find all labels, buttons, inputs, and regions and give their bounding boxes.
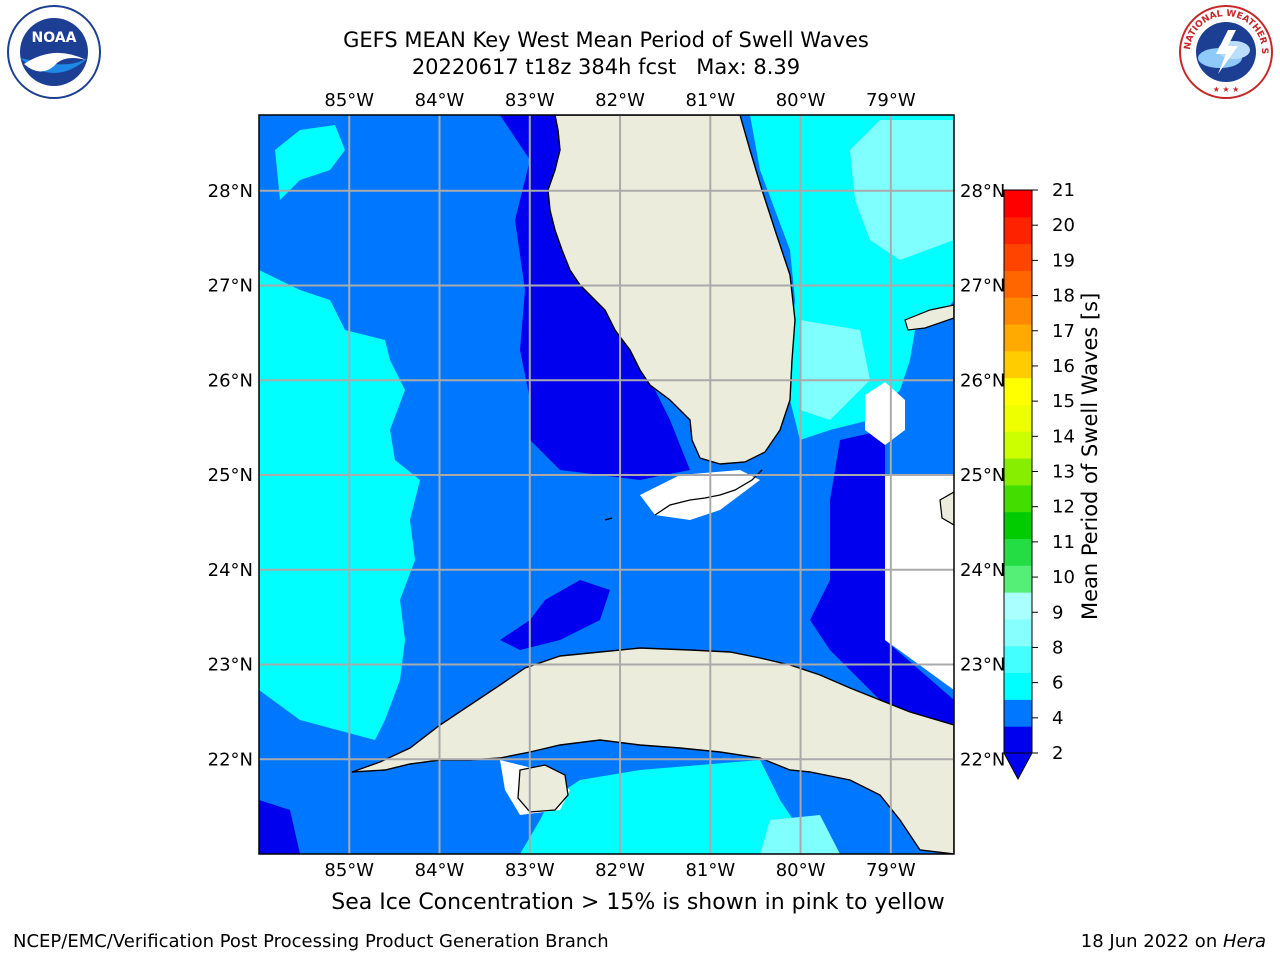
colorbar-segment	[1004, 431, 1032, 459]
lat-tick-label-right: 27°N	[960, 276, 1005, 297]
colorbar-tick-label: 16	[1052, 356, 1075, 377]
colorbar-tick-label: 14	[1052, 426, 1075, 447]
noaa-logo-text: NOAA	[32, 30, 77, 46]
lat-tick-label-right: 28°N	[960, 181, 1005, 202]
swell-deep-nw-cuba	[500, 580, 610, 650]
lat-tick-label-left: 24°N	[208, 560, 253, 581]
svg-text:★ ★ ★: ★ ★ ★	[1213, 85, 1240, 94]
colorbar-tick-label: 19	[1052, 250, 1075, 271]
nws-logo: NATIONAL WEATHER SERVICE ★ ★ ★	[1176, 4, 1273, 99]
colorbar-segment	[1004, 699, 1032, 727]
noaa-logo: NOAA	[7, 5, 101, 99]
swell-light-south	[520, 760, 840, 854]
sea-ice-note: Sea Ice Concentration > 15% is shown in …	[331, 890, 945, 915]
lon-tick-label-bottom: 83°W	[505, 860, 555, 881]
lon-tick-label-top: 85°W	[324, 90, 374, 111]
colorbar-segment	[1004, 565, 1032, 593]
lon-tick-label-top: 83°W	[505, 90, 555, 111]
colorbar-segment	[1004, 377, 1032, 405]
colorbar-tick-label: 21	[1052, 180, 1075, 201]
colorbar-extend-min	[1003, 752, 1033, 781]
map-frame	[258, 114, 955, 855]
footer-date-text: 18 Jun 2022 on	[1080, 931, 1223, 952]
lat-tick-label-right: 24°N	[960, 560, 1005, 581]
colorbar-segment	[1004, 672, 1032, 700]
colorbar-tick-label: 15	[1052, 391, 1075, 412]
swell-light-west	[259, 270, 420, 740]
colorbar-tick-label: 8	[1052, 637, 1063, 658]
land-andros	[939, 491, 954, 526]
colorbar-segment	[1004, 458, 1032, 486]
land-bahamas	[904, 304, 954, 331]
lon-tick-label-top: 81°W	[685, 90, 735, 111]
footer-machine: Hera	[1222, 931, 1266, 952]
lat-tick-label-left: 27°N	[208, 276, 253, 297]
lat-tick-label-right: 26°N	[960, 370, 1005, 391]
chart-subtitle: 20220617 t18z 384h fcst Max: 8.39	[411, 55, 801, 79]
colorbar-tick-label: 20	[1052, 215, 1075, 236]
lat-tick-label-left: 28°N	[208, 181, 253, 202]
nodata-keys	[640, 470, 760, 520]
colorbar-segment	[1004, 243, 1032, 271]
colorbar-segment	[1004, 726, 1032, 754]
nodata-atlantic	[885, 475, 954, 690]
colorbar-segment	[1004, 297, 1032, 325]
footer-date: 18 Jun 2022 on Hera	[1081, 931, 1266, 952]
swell-light-north	[275, 125, 345, 200]
lat-tick-label-right: 25°N	[960, 465, 1005, 486]
lon-tick-label-top: 82°W	[595, 90, 645, 111]
colorbar: 21 20 19 18 17 16 15 14 13 12 11 10 9 8 6 4 2	[1003, 180, 1075, 781]
lon-tick-label-bottom: 84°W	[415, 860, 465, 881]
colorbar-tick-label: 13	[1052, 462, 1075, 483]
nodata-bahamas	[865, 382, 905, 445]
colorbar-segment	[1004, 350, 1032, 379]
lat-tick-label-right: 23°N	[960, 655, 1005, 676]
colorbar-tick-label: 17	[1052, 321, 1075, 342]
footer-branch: NCEP/EMC/Verification Post Processing Pr…	[13, 931, 609, 952]
tick-labels: 85°W 85°W 84°W 84°W 83°W 83°W 82°W 82°W 81°W 81°W…	[208, 90, 1006, 881]
colorbar-segment	[1004, 618, 1032, 647]
lon-tick-label-bottom: 82°W	[595, 860, 645, 881]
lon-tick-label-bottom: 79°W	[866, 860, 916, 881]
lat-tick-label-left: 22°N	[208, 749, 253, 770]
colorbar-segment	[1004, 190, 1032, 218]
map-area	[259, 115, 954, 854]
colorbar-segment	[1004, 216, 1032, 245]
swell-pale-east2	[800, 320, 870, 420]
colorbar-label: Mean Period of Swell Waves [s]	[1078, 292, 1102, 620]
swell-deep-sw	[259, 800, 300, 854]
colorbar-segment	[1004, 538, 1032, 566]
colorbar-segment	[1004, 511, 1032, 540]
colorbar-segment	[1004, 404, 1032, 432]
colorbar-tick-label: 4	[1052, 708, 1063, 729]
colorbar-segment	[1004, 592, 1032, 620]
colorbar-tick-label: 9	[1052, 602, 1063, 623]
colorbar-tick-label: 11	[1052, 532, 1075, 553]
colorbar-tick-label: 10	[1052, 567, 1075, 588]
colorbar-tick-label: 12	[1052, 497, 1075, 518]
swell-deep-strait	[810, 430, 954, 760]
lon-tick-label-top: 84°W	[415, 90, 465, 111]
chart-title: GEFS MEAN Key West Mean Period of Swell …	[343, 28, 869, 52]
colorbar-tick-label: 18	[1052, 286, 1075, 307]
lon-tick-label-bottom: 80°W	[776, 860, 826, 881]
colorbar-segment	[1004, 270, 1032, 298]
lon-tick-label-top: 80°W	[776, 90, 826, 111]
land-florida	[547, 115, 796, 465]
colorbar-tick-label: 2	[1052, 743, 1063, 764]
florida-keys	[604, 469, 763, 521]
lat-tick-label-left: 25°N	[208, 465, 253, 486]
lat-tick-label-right: 22°N	[960, 749, 1005, 770]
lon-tick-label-bottom: 81°W	[685, 860, 735, 881]
colorbar-segment	[1004, 324, 1032, 352]
lat-tick-label-left: 23°N	[208, 655, 253, 676]
colorbar-tick-label: 6	[1052, 673, 1063, 694]
colorbar-segment	[1004, 484, 1032, 513]
lat-tick-label-left: 26°N	[208, 370, 253, 391]
colorbar-segment	[1004, 645, 1032, 674]
lon-tick-label-bottom: 85°W	[324, 860, 374, 881]
graticule	[259, 115, 954, 854]
lon-tick-label-top: 79°W	[866, 90, 916, 111]
